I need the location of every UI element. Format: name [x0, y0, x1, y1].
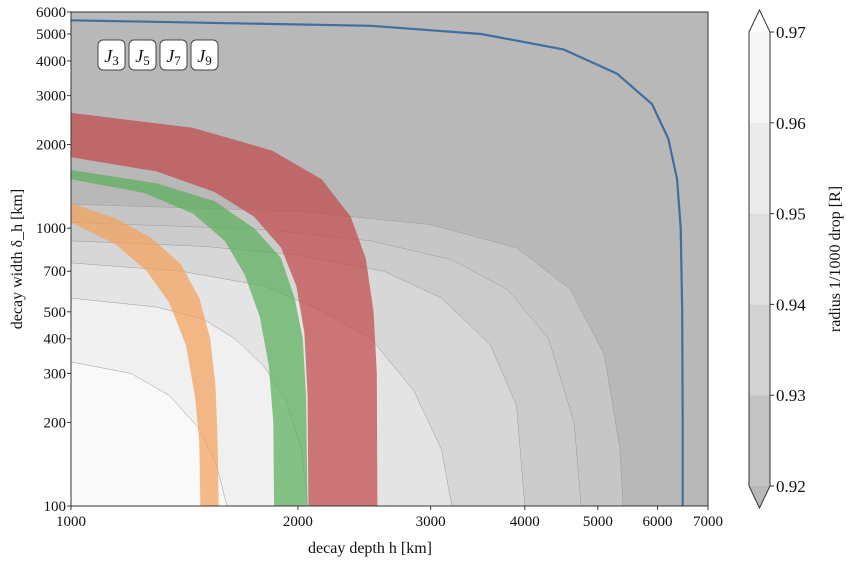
colorbar-tick-label: 0.96 [776, 114, 806, 133]
colorbar-tick-label: 0.93 [776, 386, 806, 405]
x-tick-label: 6000 [643, 514, 673, 530]
colorbar-segment [749, 395, 770, 486]
legend-box [97, 39, 126, 71]
x-tick-label: 5000 [583, 514, 613, 530]
colorbar-tick-label: 0.94 [776, 295, 806, 314]
x-tick-label: 7000 [693, 514, 723, 530]
series-band-J7 [71, 170, 308, 506]
y-tick-label: 700 [44, 264, 67, 280]
legend-label: J5 [135, 46, 150, 68]
x-tick-label: 1000 [56, 514, 86, 530]
series-band-J9 [71, 112, 378, 506]
y-tick-label: 6000 [36, 5, 66, 21]
colorbar-label: radius 1/1000 drop [R] [827, 186, 844, 332]
contour-region [71, 361, 228, 506]
y-tick-label: 300 [44, 366, 67, 382]
colorbar-segment [749, 213, 770, 305]
colorbar-segment [749, 122, 770, 214]
x-axis-ticks: 1000 2000 3000 4000 5000 6000 7000 [56, 506, 723, 530]
colorbar-segment [749, 304, 770, 396]
colorbar-extend-high [749, 10, 770, 32]
y-axis-ticks: 100 200 300 400 500 700 1000 2000 3000 4000 5000 60… [36, 5, 71, 515]
colorbar-segment [749, 32, 770, 123]
y-tick-label: 4000 [36, 54, 66, 70]
colorbar: 0.92 0.93 0.94 0.95 0.96 0.97 [748, 8, 806, 510]
jn-bands [71, 19, 684, 506]
plot-frame [70, 11, 709, 507]
colorbar-extend-low [749, 486, 770, 508]
y-tick-label: 200 [44, 415, 67, 431]
y-tick-label: 100 [44, 499, 67, 515]
x-tick-label: 2000 [283, 514, 313, 530]
legend-box [190, 39, 219, 71]
y-tick-label: 1000 [36, 221, 66, 237]
legend: J3 J5 J7 J9 [97, 39, 219, 71]
colorbar-tick-label: 0.95 [776, 205, 806, 224]
legend-label: J3 [104, 46, 119, 68]
x-tick-label: 4000 [510, 514, 540, 530]
x-axis-label: decay depth h [km] [308, 540, 432, 557]
colorbar-tick-label: 0.92 [776, 477, 806, 496]
y-tick-label: 5000 [36, 27, 66, 43]
legend-label: J9 [197, 46, 212, 68]
y-tick-label: 2000 [36, 138, 66, 154]
y-tick-label: 3000 [36, 89, 66, 105]
legend-box [159, 39, 188, 71]
series-band-J5 [71, 203, 219, 506]
legend-label: J7 [166, 46, 181, 68]
series-line-J3 [71, 19, 684, 506]
y-tick-label: 500 [44, 305, 67, 321]
colorbar-tick-label: 0.97 [776, 23, 806, 42]
y-axis-label-text: decay width δ_h [km] [9, 189, 26, 329]
y-tick-label: 400 [44, 332, 67, 348]
y-axis-label: decay width δ_h [km] [9, 189, 26, 329]
legend-box [128, 39, 157, 71]
x-tick-label: 3000 [416, 514, 446, 530]
